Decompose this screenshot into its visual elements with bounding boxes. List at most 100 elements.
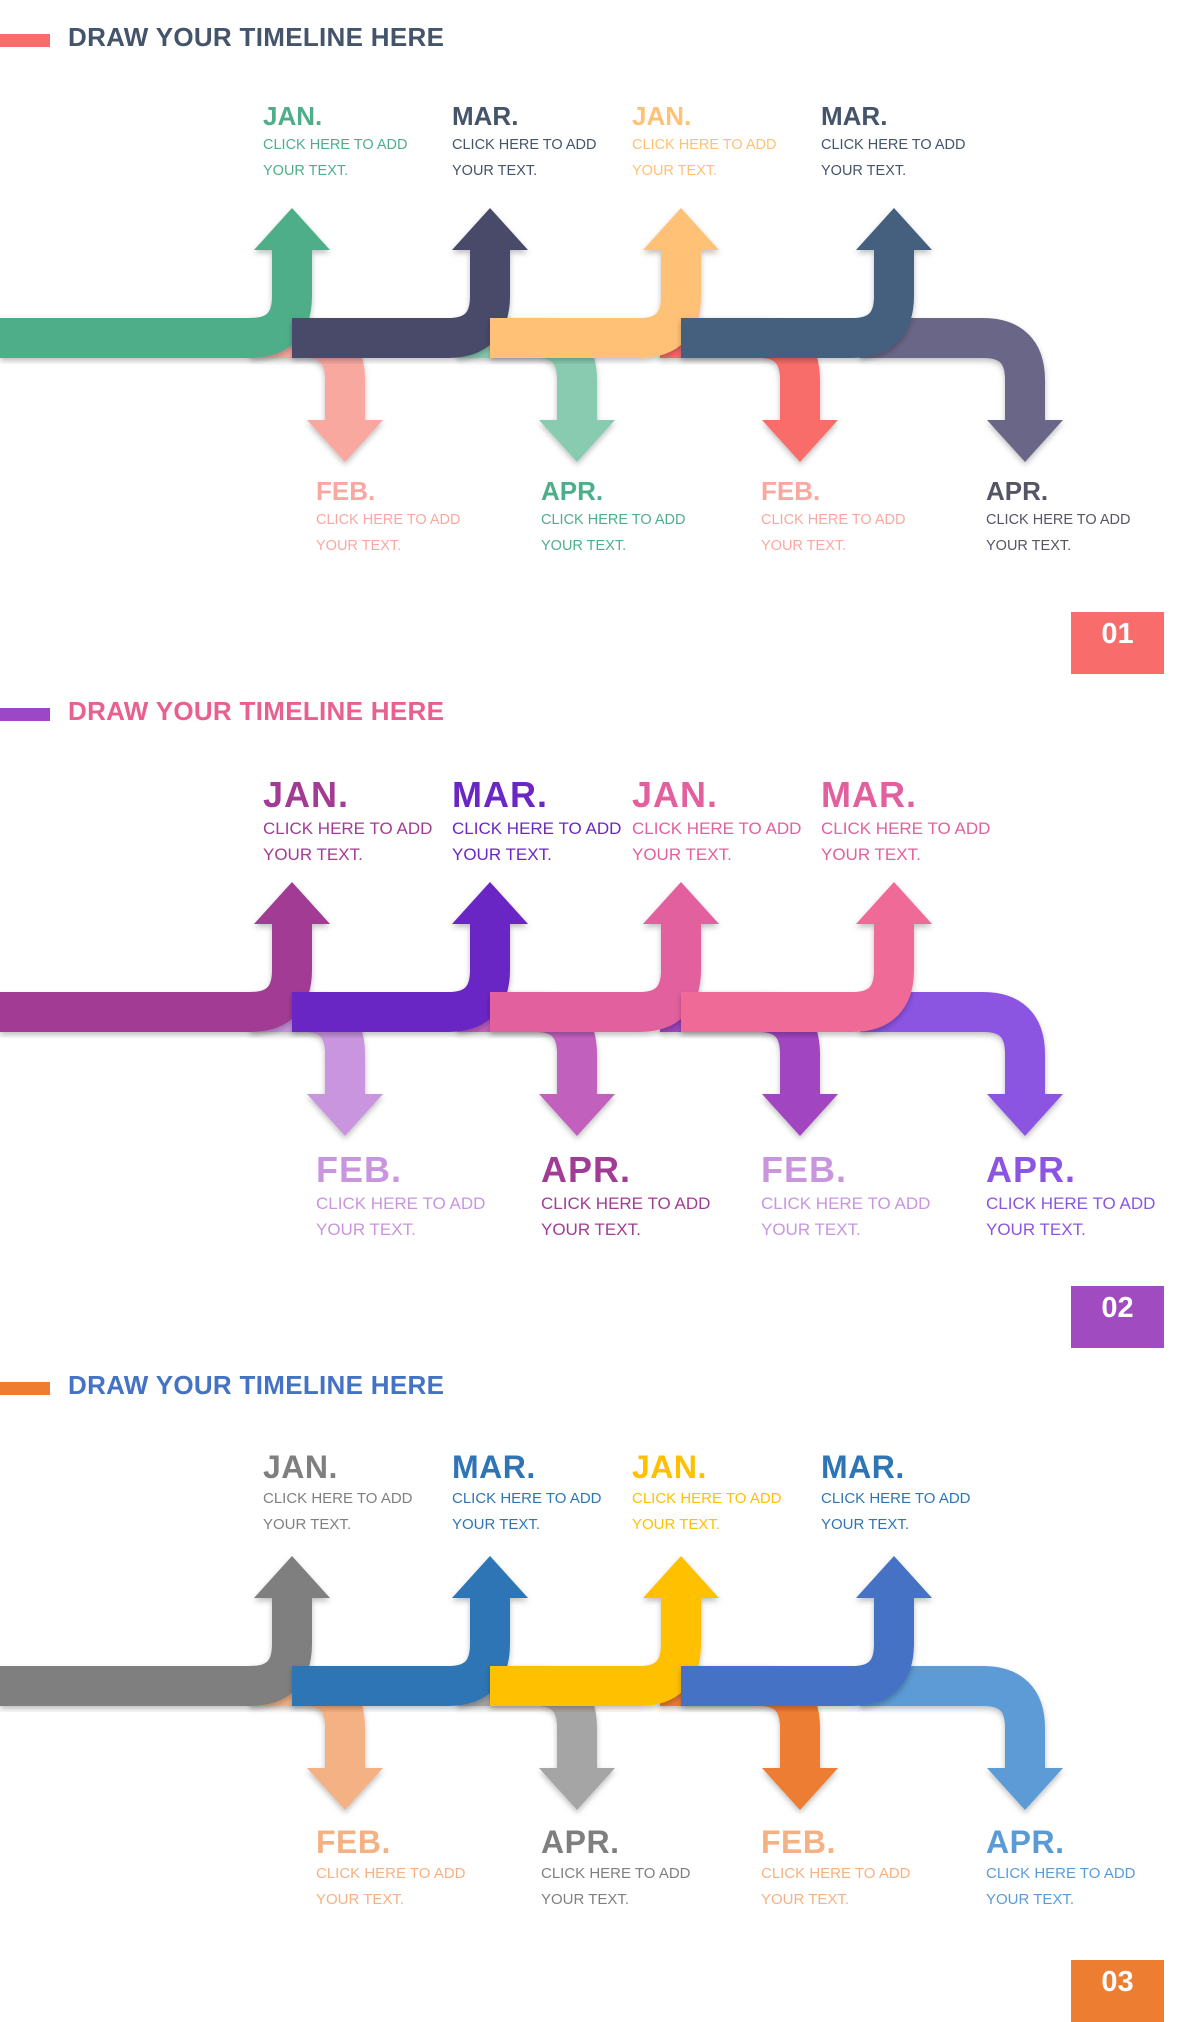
label-apr-2[interactable]: APR. CLICK HERE TO ADD YOUR TEXT. bbox=[986, 475, 1186, 559]
label-jan-2[interactable]: JAN. CLICK HERE TO ADD YOUR TEXT. bbox=[632, 100, 832, 184]
arrow-shaft bbox=[681, 1596, 914, 1706]
month-label: MAR. bbox=[452, 1449, 536, 1485]
desc-line-2: YOUR TEXT. bbox=[263, 1516, 352, 1533]
month-label: JAN. bbox=[632, 1449, 707, 1485]
desc-line-1: CLICK HERE TO ADD bbox=[541, 1194, 711, 1213]
month-label: FEB. bbox=[761, 1149, 848, 1190]
desc-line-1: CLICK HERE TO ADD bbox=[761, 1194, 931, 1213]
arrow-shaft bbox=[860, 318, 1045, 422]
label-mar-1[interactable]: MAR. CLICK HERE TO ADD YOUR TEXT. bbox=[452, 1448, 652, 1538]
desc-line-1: CLICK HERE TO ADD bbox=[541, 512, 686, 528]
section-title[interactable]: DRAW YOUR TIMELINE HERE bbox=[68, 1370, 445, 1400]
arrow-shaft bbox=[0, 248, 312, 358]
desc-line-2: YOUR TEXT. bbox=[452, 163, 538, 179]
arrow-jan-2 bbox=[490, 882, 719, 1032]
section-number-badge: 03 bbox=[1071, 1960, 1164, 2022]
timeline-section-1: DRAW YOUR TIMELINE HERE JAN. CLICK HERE T… bbox=[0, 0, 1200, 674]
label-jan-1[interactable]: JAN. CLICK HERE TO ADD YOUR TEXT. bbox=[263, 774, 463, 868]
desc-line-2: YOUR TEXT. bbox=[986, 538, 1072, 554]
arrow-head bbox=[987, 414, 1063, 462]
month-label: APR. bbox=[986, 1824, 1065, 1860]
desc-line-2: YOUR TEXT. bbox=[821, 163, 907, 179]
desc-line-2: YOUR TEXT. bbox=[821, 845, 921, 864]
label-jan-2[interactable]: JAN. CLICK HERE TO ADD YOUR TEXT. bbox=[632, 1448, 832, 1538]
section-title[interactable]: DRAW YOUR TIMELINE HERE bbox=[68, 22, 445, 52]
month-label: JAN. bbox=[263, 1449, 338, 1485]
arrow-head bbox=[307, 1088, 383, 1136]
arrow-head bbox=[987, 1762, 1063, 1810]
section-title[interactable]: DRAW YOUR TIMELINE HERE bbox=[68, 696, 445, 726]
label-apr-1[interactable]: APR. CLICK HERE TO ADD YOUR TEXT. bbox=[541, 1149, 741, 1243]
arrow-mar-1 bbox=[292, 882, 528, 1032]
month-label: APR. bbox=[541, 1824, 620, 1860]
month-label: FEB. bbox=[761, 1824, 836, 1860]
desc-line-2: YOUR TEXT. bbox=[263, 845, 363, 864]
label-jan-1[interactable]: JAN. CLICK HERE TO ADD YOUR TEXT. bbox=[263, 100, 463, 184]
month-label: MAR. bbox=[821, 774, 917, 815]
desc-line-1: CLICK HERE TO ADD bbox=[986, 1865, 1136, 1882]
arrow-shaft bbox=[0, 1596, 312, 1706]
desc-line-2: YOUR TEXT. bbox=[541, 538, 627, 554]
month-label: MAR. bbox=[821, 1449, 905, 1485]
month-label: APR. bbox=[986, 476, 1049, 506]
arrow-head bbox=[762, 1088, 838, 1136]
label-mar-2[interactable]: MAR. CLICK HERE TO ADD YOUR TEXT. bbox=[821, 774, 1021, 868]
desc-line-2: YOUR TEXT. bbox=[316, 1220, 416, 1239]
timeline-arrows bbox=[0, 208, 1063, 462]
desc-line-1: CLICK HERE TO ADD bbox=[263, 1490, 413, 1507]
month-label: MAR. bbox=[452, 101, 519, 131]
desc-line-1: CLICK HERE TO ADD bbox=[761, 512, 906, 528]
desc-line-2: YOUR TEXT. bbox=[632, 163, 718, 179]
arrow-head bbox=[856, 882, 932, 930]
timeline-section-3: DRAW YOUR TIMELINE HERE JAN. CLICK HERE T… bbox=[0, 1348, 1200, 2022]
label-mar-2[interactable]: MAR. CLICK HERE TO ADD YOUR TEXT. bbox=[821, 100, 1021, 184]
label-feb-1[interactable]: FEB. CLICK HERE TO ADD YOUR TEXT. bbox=[316, 1149, 516, 1243]
desc-line-1: CLICK HERE TO ADD bbox=[986, 1194, 1156, 1213]
desc-line-1: CLICK HERE TO ADD bbox=[632, 137, 777, 153]
arrow-shaft bbox=[490, 248, 701, 358]
desc-line-2: YOUR TEXT. bbox=[761, 1220, 861, 1239]
label-jan-1[interactable]: JAN. CLICK HERE TO ADD YOUR TEXT. bbox=[263, 1448, 463, 1538]
label-feb-1[interactable]: FEB. CLICK HERE TO ADD YOUR TEXT. bbox=[316, 475, 516, 559]
arrow-head bbox=[254, 208, 330, 256]
arrow-shaft bbox=[292, 248, 510, 358]
desc-line-2: YOUR TEXT. bbox=[316, 1891, 405, 1908]
desc-line-2: YOUR TEXT. bbox=[821, 1516, 910, 1533]
label-mar-1[interactable]: MAR. CLICK HERE TO ADD YOUR TEXT. bbox=[452, 100, 652, 184]
label-mar-1[interactable]: MAR. CLICK HERE TO ADD YOUR TEXT. bbox=[452, 774, 652, 868]
label-jan-2[interactable]: JAN. CLICK HERE TO ADD YOUR TEXT. bbox=[632, 774, 832, 868]
arrow-jan-2 bbox=[490, 208, 719, 358]
arrow-head bbox=[856, 1556, 932, 1604]
label-apr-1[interactable]: APR. CLICK HERE TO ADD YOUR TEXT. bbox=[541, 1823, 741, 1913]
desc-line-1: CLICK HERE TO ADD bbox=[452, 819, 622, 838]
arrow-head bbox=[987, 1088, 1063, 1136]
arrow-head bbox=[452, 208, 528, 256]
title-accent-bar bbox=[0, 34, 50, 47]
arrow-head bbox=[643, 882, 719, 930]
arrow-mar-1 bbox=[292, 208, 528, 358]
arrow-jan-1 bbox=[0, 882, 330, 1032]
section-number-badge: 01 bbox=[1071, 612, 1164, 674]
arrow-head bbox=[539, 414, 615, 462]
arrow-head bbox=[307, 1762, 383, 1810]
label-mar-2[interactable]: MAR. CLICK HERE TO ADD YOUR TEXT. bbox=[821, 1448, 1021, 1538]
desc-line-2: YOUR TEXT. bbox=[986, 1220, 1086, 1239]
month-label: FEB. bbox=[316, 1149, 403, 1190]
desc-line-1: CLICK HERE TO ADD bbox=[452, 1490, 602, 1507]
label-apr-2[interactable]: APR. CLICK HERE TO ADD YOUR TEXT. bbox=[986, 1149, 1186, 1243]
label-apr-2[interactable]: APR. CLICK HERE TO ADD YOUR TEXT. bbox=[986, 1823, 1186, 1913]
desc-line-1: CLICK HERE TO ADD bbox=[632, 1490, 782, 1507]
label-feb-2[interactable]: FEB. CLICK HERE TO ADD YOUR TEXT. bbox=[761, 475, 961, 559]
label-apr-1[interactable]: APR. CLICK HERE TO ADD YOUR TEXT. bbox=[541, 475, 741, 559]
desc-line-2: YOUR TEXT. bbox=[632, 845, 732, 864]
month-label: MAR. bbox=[821, 101, 888, 131]
arrow-shaft bbox=[490, 922, 701, 1032]
timeline-section-2: DRAW YOUR TIMELINE HERE JAN. CLICK HERE T… bbox=[0, 674, 1200, 1348]
label-feb-2[interactable]: FEB. CLICK HERE TO ADD YOUR TEXT. bbox=[761, 1823, 961, 1913]
label-feb-1[interactable]: FEB. CLICK HERE TO ADD YOUR TEXT. bbox=[316, 1823, 516, 1913]
desc-line-1: CLICK HERE TO ADD bbox=[316, 1865, 466, 1882]
timeline-arrows bbox=[0, 1556, 1063, 1810]
arrow-mar-2 bbox=[681, 882, 932, 1032]
label-feb-2[interactable]: FEB. CLICK HERE TO ADD YOUR TEXT. bbox=[761, 1149, 961, 1243]
arrow-shaft bbox=[490, 1596, 701, 1706]
